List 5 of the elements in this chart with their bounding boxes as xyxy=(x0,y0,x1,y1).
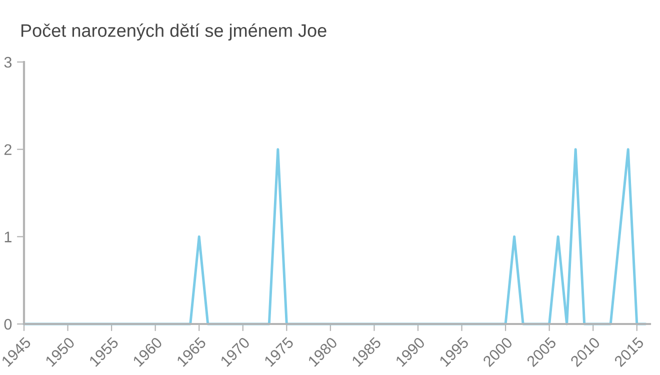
y-tick-label: 1 xyxy=(4,232,12,242)
chart-title: Počet narozených dětí se jménem Joe xyxy=(21,23,326,41)
y-tick-label: 0 xyxy=(4,318,12,330)
y-tick-label: 2 xyxy=(4,144,12,155)
y-tick-label: 3 xyxy=(4,56,12,68)
